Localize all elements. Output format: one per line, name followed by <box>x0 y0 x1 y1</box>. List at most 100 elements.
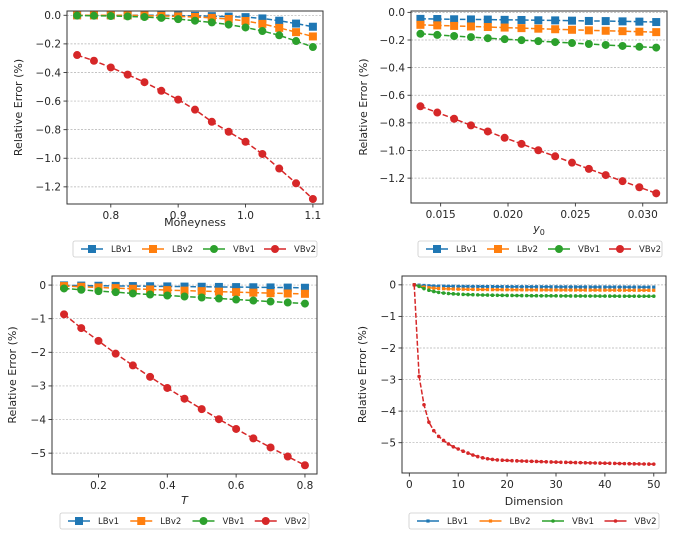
data-point-VBv2 <box>466 451 470 455</box>
data-point-VBv2 <box>174 95 183 104</box>
data-point-LBv2 <box>598 288 602 292</box>
data-point-LBv1 <box>534 285 539 289</box>
data-point-LBv1 <box>300 283 309 292</box>
data-point-VBv1 <box>603 294 607 298</box>
data-point-VBv1 <box>157 13 166 22</box>
legend-marker-VBv2 <box>616 245 624 253</box>
series-VBv2 <box>73 51 317 203</box>
data-point-LBv1 <box>573 285 578 289</box>
data-point-LBv1 <box>603 285 607 289</box>
data-point-VBv2 <box>475 454 480 459</box>
data-point-LBv1 <box>427 284 431 288</box>
data-point-VBv2 <box>480 456 485 460</box>
legend-marker-LBv1 <box>75 517 83 525</box>
legend-marker-LBv2 <box>488 519 493 523</box>
data-point-LBv1 <box>601 17 610 26</box>
data-point-LBv2 <box>534 24 543 33</box>
data-point-VBv1 <box>94 287 103 296</box>
legend-box <box>417 240 663 258</box>
legend-marker-VBv2 <box>271 245 279 253</box>
data-point-VBv2 <box>510 458 514 463</box>
data-point-VBv2 <box>483 127 492 136</box>
legend-label-LBv2: LBv2 <box>160 517 181 527</box>
data-point-LBv2 <box>568 25 577 34</box>
y-tick-label: −4 <box>381 406 397 418</box>
data-point-VBv2 <box>583 460 588 465</box>
data-point-LBv2 <box>432 286 436 290</box>
data-point-LBv1 <box>416 14 425 23</box>
legend-marker-VBv1 <box>551 519 555 523</box>
legend-marker-VBv1 <box>199 517 208 525</box>
data-point-LBv1 <box>520 285 524 289</box>
data-point-LBv2 <box>637 288 641 292</box>
legend-entry-LBv1: LBv1 <box>417 517 468 527</box>
data-point-VBv1 <box>524 293 529 298</box>
legend: LBv1 LBv2 VBv1 VBv2 <box>408 512 660 530</box>
data-point-VBv2 <box>617 461 622 466</box>
data-point-LBv2 <box>583 288 587 292</box>
data-point-VBv1 <box>471 292 475 297</box>
y-tick-label: −0.2 <box>36 39 62 51</box>
y-axis-label: Relative Error (%) <box>356 326 369 423</box>
data-point-VBv1 <box>123 12 132 21</box>
data-point-VBv1 <box>77 285 86 294</box>
x-axis-label-main: y <box>532 222 540 235</box>
data-point-LBv2 <box>214 287 223 296</box>
x-tick-label: 0.4 <box>159 480 176 492</box>
data-point-LBv1 <box>446 284 451 288</box>
data-point-LBv2 <box>564 288 568 292</box>
data-point-VBv2 <box>446 442 451 446</box>
data-point-LBv2 <box>490 288 495 292</box>
data-point-VBv2 <box>77 324 86 333</box>
data-point-LBv2 <box>569 288 573 292</box>
x-tick-label: 40 <box>598 479 611 491</box>
data-point-LBv1 <box>618 17 627 26</box>
data-point-LBv2 <box>456 287 460 291</box>
data-point-LBv2 <box>450 21 459 30</box>
x-axis-label-subscript: 0 <box>540 228 545 237</box>
data-point-LBv2 <box>466 22 475 31</box>
data-point-LBv2 <box>300 289 309 298</box>
legend-marker-VBv1 <box>210 245 218 253</box>
legend-entry-LBv2: LBv2 <box>142 245 193 255</box>
data-point-VBv2 <box>73 51 82 60</box>
data-point-VBv2 <box>573 460 578 465</box>
data-point-VBv2 <box>157 86 166 95</box>
data-point-LBv2 <box>627 288 631 292</box>
y-tick-label: −2 <box>31 347 46 359</box>
data-point-LBv2 <box>224 15 233 24</box>
data-point-VBv1 <box>505 293 509 298</box>
legend-entry-LBv2: LBv2 <box>130 517 181 527</box>
data-point-LBv2 <box>549 288 553 292</box>
data-point-VBv2 <box>632 462 637 466</box>
data-point-LBv2 <box>446 287 451 291</box>
data-point-VBv2 <box>441 438 446 443</box>
data-point-LBv1 <box>214 282 223 291</box>
data-point-VBv1 <box>232 295 241 304</box>
data-point-VBv1 <box>539 293 544 298</box>
data-point-VBv1 <box>431 289 436 294</box>
data-point-VBv2 <box>94 336 103 345</box>
y-tick-label: 0.0 <box>44 10 61 22</box>
data-point-VBv2 <box>578 460 583 465</box>
data-point-LBv2 <box>573 288 578 292</box>
data-point-LBv1 <box>652 285 656 289</box>
data-point-LBv1 <box>292 19 301 28</box>
data-point-LBv1 <box>539 285 543 289</box>
y-tick-label: −0.8 <box>36 124 62 136</box>
legend-marker-VBv1 <box>555 245 563 253</box>
data-point-VBv2 <box>593 461 597 465</box>
data-point-VBv2 <box>191 105 199 114</box>
data-point-LBv2 <box>433 21 442 30</box>
data-point-VBv1 <box>635 42 644 51</box>
data-point-VBv1 <box>197 293 206 302</box>
data-point-VBv2 <box>461 449 465 454</box>
legend-label-LBv2: LBv2 <box>517 245 538 255</box>
series-VBv1 <box>60 284 309 308</box>
axes-frame <box>66 10 324 205</box>
data-point-LBv2 <box>603 288 607 292</box>
data-point-VBv1 <box>549 294 553 298</box>
y-tick-label: −0.6 <box>36 96 62 108</box>
data-point-LBv1 <box>515 285 519 289</box>
data-point-VBv2 <box>471 453 475 457</box>
